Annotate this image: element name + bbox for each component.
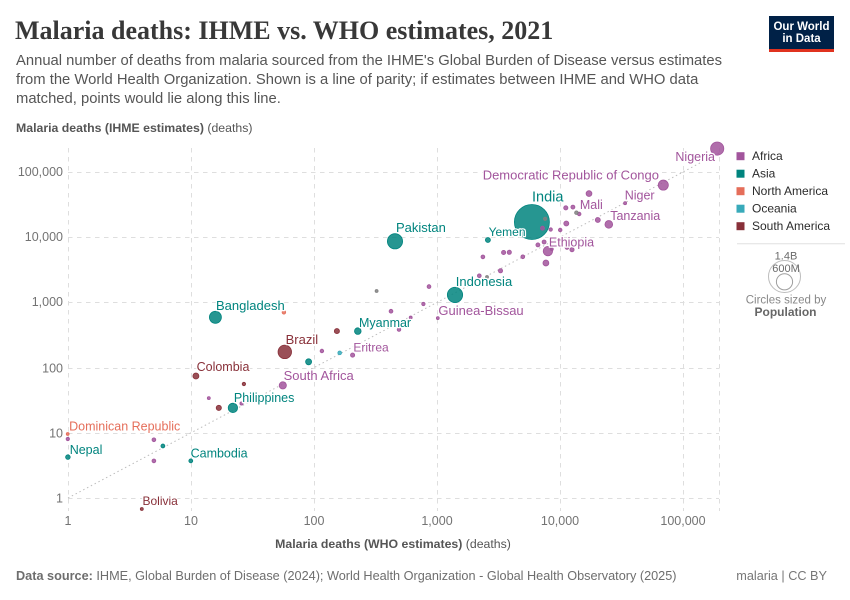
svg-text:Nepal: Nepal [70, 443, 103, 457]
svg-text:Population: Population [755, 305, 817, 319]
svg-text:10,000: 10,000 [25, 230, 63, 244]
svg-text:Indonesia: Indonesia [456, 274, 513, 289]
svg-text:600M: 600M [772, 263, 800, 275]
svg-text:Malaria deaths (IHME estimates: Malaria deaths (IHME estimates) (deaths) [16, 121, 252, 135]
svg-text:Eritrea: Eritrea [353, 341, 389, 355]
svg-text:Democratic Republic of Congo: Democratic Republic of Congo [483, 168, 659, 183]
svg-text:Ethiopia: Ethiopia [549, 235, 594, 249]
svg-text:North America: North America [752, 184, 828, 198]
svg-text:Myanmar: Myanmar [359, 316, 411, 330]
svg-text:Brazil: Brazil [286, 332, 319, 347]
svg-text:South Africa: South Africa [284, 368, 355, 383]
svg-text:Guinea-Bissau: Guinea-Bissau [438, 303, 523, 318]
svg-text:100,000: 100,000 [660, 514, 705, 528]
svg-text:100: 100 [304, 514, 325, 528]
svg-text:Oceania: Oceania [752, 202, 797, 216]
svg-text:Bangladesh: Bangladesh [216, 298, 285, 313]
svg-text:100,000: 100,000 [18, 165, 63, 179]
svg-text:1,000: 1,000 [32, 295, 63, 309]
svg-text:Mali: Mali [580, 198, 603, 212]
svg-text:Bolivia: Bolivia [143, 494, 179, 508]
svg-text:1,000: 1,000 [421, 514, 452, 528]
svg-text:10,000: 10,000 [541, 514, 579, 528]
svg-text:Tanzania: Tanzania [610, 209, 660, 223]
svg-text:Niger: Niger [625, 189, 655, 203]
svg-text:1: 1 [65, 514, 72, 528]
svg-text:1: 1 [56, 492, 63, 506]
svg-text:10: 10 [184, 514, 198, 528]
svg-text:Dominican Republic: Dominican Republic [69, 420, 180, 434]
svg-text:Colombia: Colombia [197, 360, 250, 374]
svg-text:1.4B: 1.4B [775, 251, 798, 263]
svg-text:Nigeria: Nigeria [675, 150, 715, 164]
svg-text:Malaria deaths (WHO estimates): Malaria deaths (WHO estimates) (deaths) [275, 537, 511, 551]
svg-text:Africa: Africa [752, 149, 783, 163]
svg-text:Philippines: Philippines [234, 391, 294, 405]
svg-text:India: India [532, 190, 564, 206]
svg-text:Yemen: Yemen [489, 225, 526, 239]
svg-text:Circles sized by: Circles sized by [746, 295, 827, 307]
svg-text:10: 10 [49, 427, 63, 441]
svg-text:Pakistan: Pakistan [396, 220, 446, 235]
svg-text:Asia: Asia [752, 167, 776, 181]
svg-text:South America: South America [752, 219, 830, 233]
svg-text:Cambodia: Cambodia [191, 447, 248, 461]
svg-text:100: 100 [42, 362, 63, 376]
